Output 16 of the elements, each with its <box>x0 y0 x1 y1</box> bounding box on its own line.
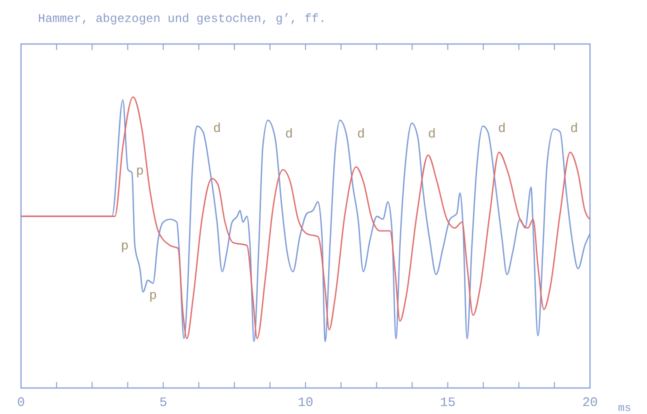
annotation: p <box>120 238 129 254</box>
annotation: d <box>285 126 293 142</box>
chart-title: Hammer, abgezogen und gestochen, g’, ff. <box>38 12 326 26</box>
x-tick-label: 15 <box>440 395 456 410</box>
x-tick-label: 5 <box>159 395 168 410</box>
x-tick-label: 0 <box>17 395 25 410</box>
annotation: d <box>570 120 578 136</box>
annotation: d <box>428 126 436 142</box>
annotation: p <box>149 288 157 304</box>
annotation: d <box>213 120 221 136</box>
x-tick-label: 20 <box>582 395 598 410</box>
annotation: d <box>357 126 365 142</box>
annotation: d <box>498 120 506 136</box>
x-tick-label: 10 <box>298 395 314 410</box>
annotation: p <box>136 164 144 179</box>
x-axis-title: ms <box>618 403 632 414</box>
